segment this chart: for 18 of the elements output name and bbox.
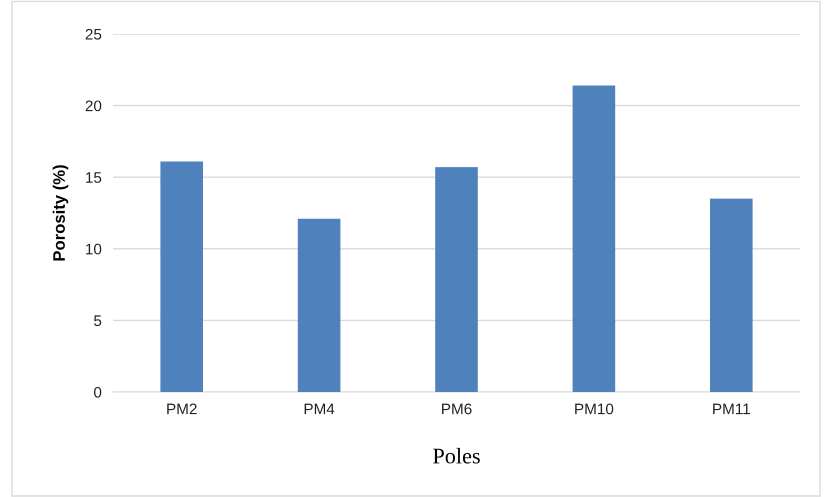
y-tick-label: 15 [86,172,102,183]
bar [710,198,753,392]
x-tick-label: PM11 [713,404,750,414]
bar [435,167,478,392]
y-tick-label: 10 [86,244,102,254]
x-tick-label: PM4 [304,404,334,414]
y-tick-label: 0 [94,386,102,398]
x-tick-label: PM10 [575,404,614,414]
bar [160,161,203,392]
bar [572,86,616,392]
y-tick-label: 25 [86,28,102,40]
y-tick-label: 20 [86,100,102,112]
x-tick-label: PM2 [167,404,197,414]
bar [298,218,340,392]
x-tick-label: PM6 [442,404,472,414]
x-axis-title: Poles [433,448,480,464]
y-tick-label: 5 [94,315,102,326]
y-axis-title: Porosity (%) [52,165,68,260]
